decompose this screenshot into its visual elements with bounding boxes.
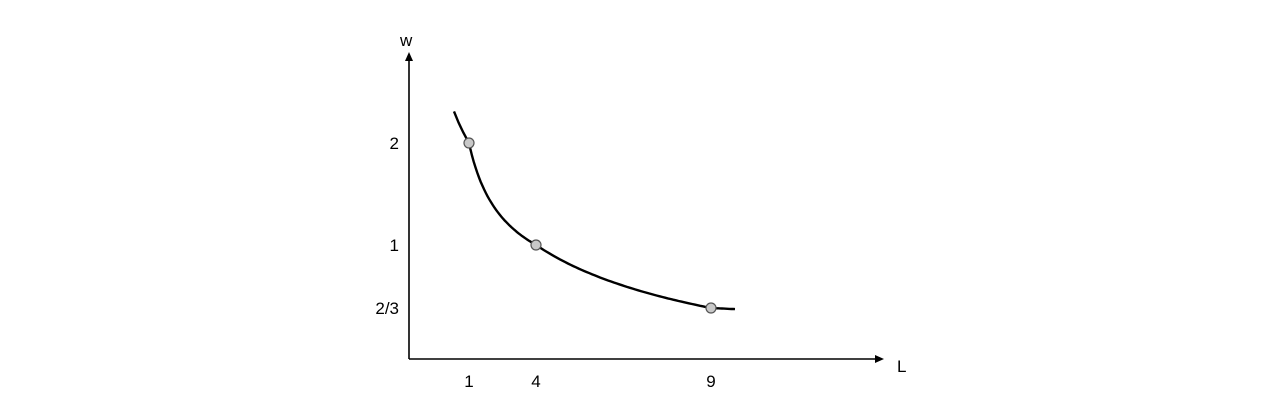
y-tick-label: 1 bbox=[390, 236, 399, 255]
data-point bbox=[530, 239, 542, 251]
x-axis-arrow-icon bbox=[875, 355, 884, 363]
data-point bbox=[705, 302, 717, 314]
y-axis-arrow-icon bbox=[405, 52, 413, 61]
x-tick-labels: 1 4 9 bbox=[464, 372, 715, 391]
data-points bbox=[463, 137, 717, 314]
x-tick-label: 4 bbox=[531, 372, 540, 391]
x-tick-label: 9 bbox=[706, 372, 715, 391]
y-axis-label: w bbox=[399, 31, 413, 50]
y-tick-label: 2 bbox=[390, 134, 399, 153]
series-curve bbox=[452, 110, 736, 311]
x-tick-label: 1 bbox=[464, 372, 473, 391]
axes bbox=[405, 52, 884, 363]
x-axis-label: L bbox=[897, 357, 906, 376]
y-tick-label: 2/3 bbox=[375, 299, 399, 318]
data-point bbox=[463, 137, 475, 149]
y-tick-labels: 2 1 2/3 bbox=[375, 134, 399, 318]
